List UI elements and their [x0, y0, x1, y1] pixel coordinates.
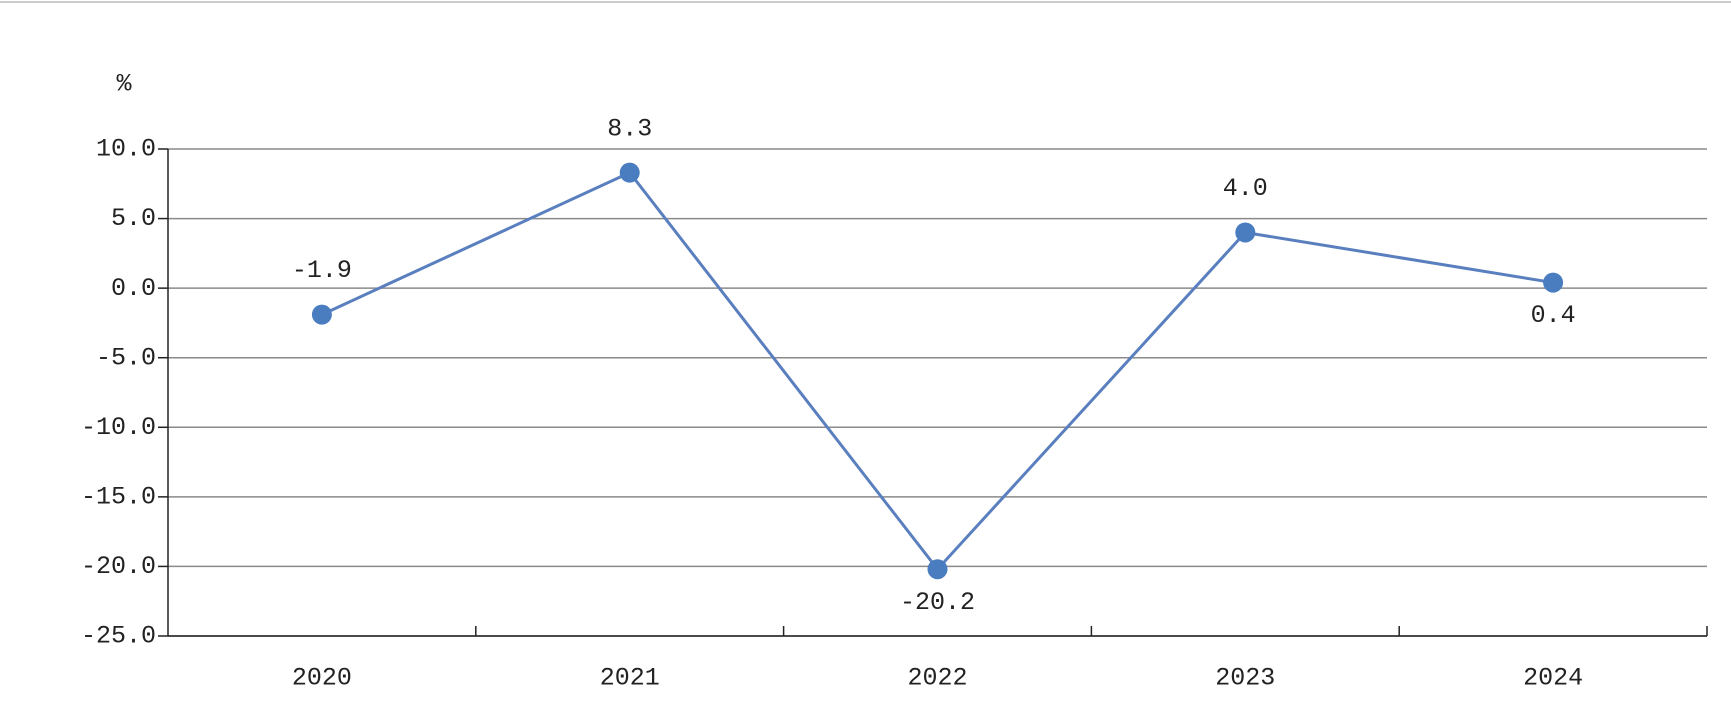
y-tick-label: -25.0 — [81, 622, 156, 651]
data-label: 8.3 — [607, 114, 652, 143]
data-point — [619, 162, 640, 183]
x-tick-label: 2021 — [600, 664, 660, 693]
data-label: 0.4 — [1531, 301, 1576, 330]
x-tick-label: 2024 — [1523, 664, 1583, 693]
x-tick-label: 2022 — [907, 664, 967, 693]
data-point — [311, 304, 332, 325]
x-tick-label: 2020 — [292, 664, 352, 693]
y-axis-unit: % — [116, 70, 132, 99]
series-line — [321, 170, 1554, 572]
data-label: -20.2 — [900, 588, 975, 617]
data-point — [1235, 222, 1256, 243]
x-tick-label: 2023 — [1215, 664, 1275, 693]
y-tick-label: 5.0 — [111, 204, 156, 233]
y-tick-label: -10.0 — [81, 413, 156, 442]
y-tick-label: -5.0 — [96, 343, 156, 372]
data-point — [1543, 272, 1564, 293]
y-tick-label: -15.0 — [81, 482, 156, 511]
y-tick-label: 10.0 — [96, 135, 156, 164]
data-label: -1.9 — [292, 256, 352, 285]
data-point — [927, 559, 948, 580]
y-tick-label: 0.0 — [111, 274, 156, 303]
data-label: 4.0 — [1223, 174, 1268, 203]
y-tick-label: -20.0 — [81, 552, 156, 581]
